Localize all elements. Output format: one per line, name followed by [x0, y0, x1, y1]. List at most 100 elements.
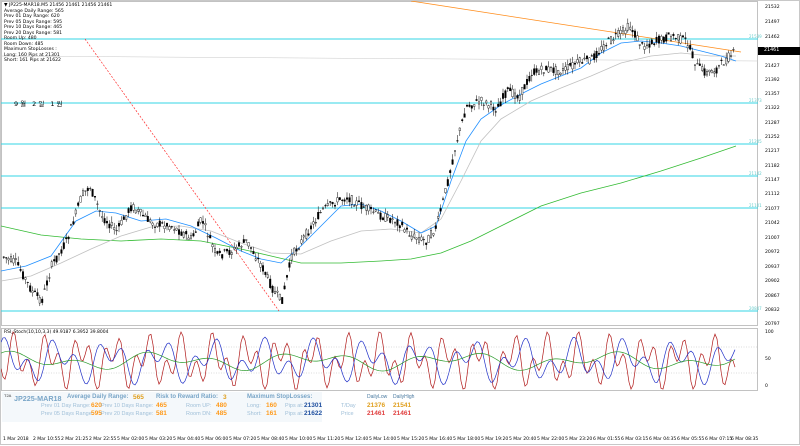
candle-body [564, 66, 567, 71]
trendline-orange[interactable] [410, 1, 742, 53]
candle-body [514, 92, 517, 99]
rr-label: Risk to Reward Ratio: [156, 394, 219, 400]
roomup-value: 480 [216, 402, 227, 409]
time-tick: 6 Mar 08:35 [731, 437, 759, 442]
candle-body [389, 217, 392, 223]
time-tick: 5 Mar 12:40 [341, 437, 369, 442]
candle-body [588, 57, 591, 65]
candle-body [173, 229, 176, 231]
candle-body [518, 95, 521, 101]
candle-body [338, 197, 341, 200]
candle-body [701, 66, 704, 71]
price-axis[interactable]: 21532 21497 21462 21427 21392 21357 2132… [758, 1, 800, 327]
info-line: Maximum StopLosses : [4, 47, 57, 52]
candle-body [240, 246, 243, 248]
candle-body [163, 225, 166, 229]
candle-body [290, 254, 293, 261]
level-label: 20847 [749, 306, 762, 311]
candle-body [427, 235, 430, 243]
time-axis[interactable]: 1 Mar 2018 2 Mar 10:55 2 Mar 21:25 2 Mar… [1, 437, 758, 446]
candle-body [703, 68, 706, 76]
candle-body [213, 248, 216, 253]
trendline-red[interactable] [84, 38, 280, 312]
candle-body [249, 247, 252, 249]
candle-body [137, 208, 140, 212]
candle-body [562, 68, 565, 71]
candle-body [149, 219, 152, 223]
candle-body [43, 288, 46, 290]
candle-body [413, 233, 416, 238]
candle-body [86, 187, 89, 191]
candle-body [24, 277, 27, 280]
candle-body [425, 242, 428, 245]
maxsl-label: Maximum StopLosses: [247, 394, 313, 400]
candle-body [631, 30, 634, 33]
time-tick: 5 Mar 14:00 [369, 437, 397, 442]
candle-body [31, 290, 34, 293]
candle-body [192, 233, 195, 237]
candle-body [698, 63, 701, 66]
long-pips: 160 [266, 402, 277, 409]
tday-low: 21376 [367, 402, 386, 409]
candle-body [382, 217, 385, 220]
adr-value: 565 [133, 394, 144, 401]
candle-body [237, 242, 240, 247]
candle-body [314, 222, 317, 224]
candlesticks[interactable] [2, 18, 735, 307]
candle-body [252, 251, 255, 255]
candle-body [26, 281, 29, 283]
candle-body [418, 237, 421, 243]
candle-body [653, 43, 656, 45]
candle-body [310, 225, 313, 230]
price-tick: 20972 [765, 250, 780, 255]
candle-body [408, 235, 411, 237]
candle-body [17, 262, 20, 266]
candle-body [569, 63, 572, 66]
candle-body [206, 235, 209, 238]
level-label: 21205 [749, 139, 762, 144]
time-tick: 2 Mar 21:25 [61, 437, 89, 442]
oscillator-line [1, 350, 736, 372]
candle-body [624, 30, 627, 34]
short-pips: 161 [266, 410, 277, 417]
t2a-label: T2A [4, 393, 12, 398]
osc-tick: 50 [765, 357, 771, 362]
oscillator-line [1, 336, 736, 386]
prev01-value: 620 [91, 402, 102, 409]
candle-body [129, 205, 132, 212]
prev20-label: Prev 20 Days Range: [101, 411, 154, 417]
candle-body [182, 232, 185, 238]
candle-body [461, 119, 464, 121]
candle-body [430, 230, 433, 238]
candle-body [367, 204, 370, 212]
candle-body [535, 68, 538, 73]
candle-body [134, 209, 137, 214]
info-line: Prev 20 Days Range: 581 [4, 30, 63, 36]
candle-body [175, 227, 178, 231]
candle-body [386, 214, 389, 218]
time-tick: 5 Mar 03:20 [145, 437, 173, 442]
candle-body [189, 235, 192, 239]
time-tick: 5 Mar 15:20 [397, 437, 425, 442]
candle-body [566, 64, 569, 71]
candle-body [9, 256, 12, 262]
ma-slow-line [1, 145, 737, 264]
candle-body [53, 259, 56, 262]
candle-body [660, 35, 663, 41]
candle-body [689, 45, 692, 50]
info-line: Average Daily Range: 565 [4, 8, 64, 14]
candle-body [302, 235, 305, 238]
candle-body [622, 27, 625, 32]
osc-tick: 100 [765, 330, 774, 335]
candle-body [343, 199, 346, 202]
candle-body [576, 59, 579, 64]
candle-body [533, 68, 536, 75]
candle-body [634, 30, 637, 38]
candle-body [276, 290, 279, 293]
candle-body [185, 231, 188, 235]
candle-body [406, 227, 409, 230]
candle-body [492, 106, 495, 111]
candle-body [101, 216, 104, 219]
